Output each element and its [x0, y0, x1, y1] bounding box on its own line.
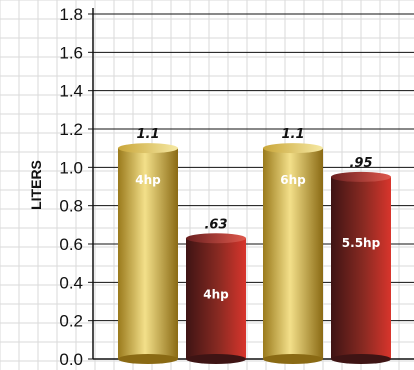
bar	[331, 171, 391, 364]
bar	[186, 233, 246, 364]
y-tick-labels: 0.0 0.2 0.4 0.6 0.8 1.0 1.2 1.4 1.6 1.8	[59, 5, 83, 369]
y-tick-label: 1.2	[59, 120, 83, 139]
y-tick-label: 1.0	[59, 158, 83, 177]
bar	[118, 143, 178, 364]
bar-body	[263, 148, 323, 359]
bar-bottom	[263, 354, 323, 364]
bar-bottom	[331, 354, 391, 364]
bar-body	[118, 148, 178, 359]
bar-top	[118, 143, 178, 154]
data-label: 1.1	[136, 127, 159, 142]
y-tick-label: 1.6	[59, 43, 83, 62]
y-tick-label: 0.4	[59, 273, 83, 292]
y-tick-label: 0.6	[59, 235, 83, 254]
y-tick-label: 1.4	[59, 82, 83, 101]
bar-top	[263, 143, 323, 154]
data-label: .95	[349, 156, 372, 171]
y-tick-label: 1.8	[59, 5, 83, 24]
bar-label: 4hp	[203, 288, 229, 302]
data-label: 1.1	[281, 127, 304, 142]
bar-top	[186, 233, 246, 244]
bar-body	[331, 176, 391, 359]
bar-top	[331, 171, 391, 182]
bars	[118, 143, 391, 364]
y-axis-label: LITERS	[28, 160, 44, 210]
bar-bottom	[118, 354, 178, 364]
bar-body	[186, 238, 246, 359]
labels: 1.1 4hp .63 4hp 1.1 6hp .95 5.5hp	[135, 127, 380, 301]
bar-label: 6hp	[280, 173, 306, 187]
bar-bottom	[186, 354, 246, 364]
y-tick-label: 0.2	[59, 312, 83, 331]
bar-label: 4hp	[135, 173, 161, 187]
data-label: .63	[204, 217, 227, 232]
y-tick-label: 0.8	[59, 197, 83, 216]
bar-label: 5.5hp	[342, 236, 381, 250]
bar	[263, 143, 323, 364]
y-tick-label: 0.0	[59, 350, 83, 369]
